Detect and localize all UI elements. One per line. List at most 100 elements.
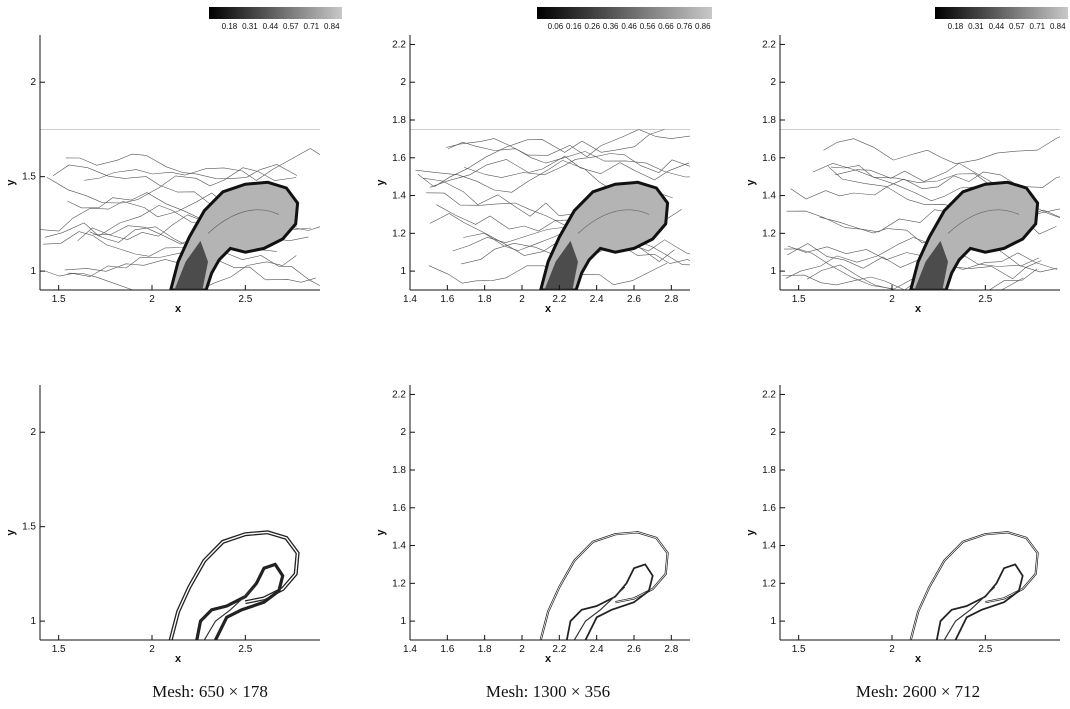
y-tick-label: 1.2: [392, 578, 406, 589]
x-tick-label: 2.5: [238, 294, 252, 305]
x-tick-label: 1.4: [403, 294, 417, 305]
colorbar-label: 0.57: [283, 22, 299, 31]
inner-contour-2: [943, 586, 996, 640]
colorbar-label: 0.76: [677, 22, 693, 31]
background-contour: [429, 155, 690, 188]
background-contour: [790, 171, 1014, 200]
plume-interior-contour: [207, 209, 280, 234]
x-axis-label: x: [915, 303, 922, 315]
background-contour: [835, 162, 1060, 218]
colorbar-label: 0.84: [324, 22, 340, 31]
colorbar-label: 0.31: [242, 22, 258, 31]
colorbar-label: 0.71: [1030, 22, 1046, 31]
colorbar-label: 0.44: [989, 22, 1005, 31]
colorbar-label: 0.57: [1009, 22, 1025, 31]
colorbar-label: 0.84: [1050, 22, 1066, 31]
y-tick-label: 2.2: [392, 39, 406, 50]
x-axis-label: x: [175, 653, 182, 665]
caption-col-3: Mesh: 2600 × 712: [855, 682, 981, 701]
y-tick-label: 1.8: [392, 465, 406, 476]
background-contour: [46, 167, 297, 204]
x-tick-label: 2: [519, 644, 525, 655]
background-contour: [830, 165, 1060, 202]
background-contour: [417, 129, 665, 188]
y-tick-label: 1: [400, 266, 406, 277]
x-tick-label: 2: [519, 294, 525, 305]
x-tick-label: 2.2: [552, 294, 566, 305]
x-tick-label: 1.5: [52, 294, 66, 305]
plot-area: [40, 129, 320, 290]
x-tick-label: 2.5: [238, 644, 252, 655]
x-tick-label: 1.5: [792, 294, 806, 305]
panel-top-right: 1.5 2 2.5 1 1.2 1.4 1.6 1.8 2 2.2 x y 0.18 0.31 0.44 0.…: [745, 7, 1068, 315]
y-axis-label: y: [375, 179, 387, 186]
x-axis-label: x: [545, 303, 552, 315]
colorbar-label: 0.06: [548, 22, 564, 31]
outer-contour-inner: [910, 531, 1038, 640]
y-axis-label: y: [745, 179, 757, 186]
y-tick-label: 1.6: [392, 153, 406, 164]
y-tick-label: 1.5: [22, 522, 36, 533]
panel-bottom-right: 1.5 2 2.5 1 1.2 1.4 1.6 1.8 2 2.2 x y: [745, 385, 1060, 665]
y-tick-label: 1.4: [762, 541, 776, 552]
colorbar-label: 0.16: [566, 22, 582, 31]
inner-contour: [565, 563, 654, 640]
x-tick-label: 2: [889, 644, 895, 655]
colorbar-label: 0.36: [603, 22, 619, 31]
x-tick-label: 2.6: [627, 294, 641, 305]
colorbar: [935, 7, 1068, 19]
colorbar: [537, 7, 712, 19]
y-axis-label: y: [5, 529, 17, 536]
y-tick-label: 2: [30, 77, 36, 88]
x-tick-label: 2.5: [978, 294, 992, 305]
plot-area: [539, 531, 669, 640]
plume-interior-contour: [947, 209, 1020, 234]
plume-interior-contour: [577, 209, 650, 234]
x-tick-label: 1.6: [440, 294, 454, 305]
outer-contour-inner: [170, 531, 299, 640]
x-tick-label: 2.8: [664, 644, 678, 655]
plume-core: [174, 240, 208, 290]
background-contour: [782, 274, 1024, 290]
x-axis-label: x: [545, 653, 552, 665]
colorbar-label: 0.46: [621, 22, 637, 31]
x-tick-label: 2.2: [552, 644, 566, 655]
background-contour: [65, 153, 298, 180]
plot-area: [909, 531, 1039, 640]
x-tick-label: 2: [149, 644, 155, 655]
inner-contour: [195, 562, 285, 640]
background-contour: [445, 129, 690, 158]
colorbar-label: 0.86: [695, 22, 711, 31]
x-tick-label: 2.8: [664, 294, 678, 305]
x-tick-label: 1.5: [52, 644, 66, 655]
panel-bottom-middle: 1.4 1.6 1.8 2 2.2 2.4 2.6 2.811.21.41.61.822.2x…: [375, 385, 690, 665]
background-contour: [428, 262, 668, 286]
y-tick-label: 1: [770, 616, 776, 627]
y-axis-label: y: [5, 179, 17, 186]
plume-core: [544, 240, 578, 290]
y-tick-label: 1: [400, 616, 406, 627]
x-tick-label: 2: [889, 294, 895, 305]
plot-area: [780, 129, 1060, 290]
y-tick-label: 1.5: [22, 172, 36, 183]
panel-bottom-left: 1.5 2 2.5 1 1.5 2 x y: [5, 385, 320, 665]
y-tick-label: 1: [30, 266, 36, 277]
x-tick-label: 2: [149, 294, 155, 305]
caption-col-1: Mesh: 650 × 178: [152, 682, 268, 701]
y-tick-label: 1.4: [392, 541, 406, 552]
colorbar-label: 0.18: [948, 22, 964, 31]
plot-area: [168, 530, 300, 640]
y-tick-label: 2.2: [762, 389, 776, 400]
x-tick-label: 1.5: [792, 644, 806, 655]
y-tick-label: 1.8: [762, 465, 776, 476]
background-contour: [67, 255, 297, 290]
background-contour: [84, 148, 320, 181]
colorbar-label: 0.71: [304, 22, 320, 31]
caption-col-2: Mesh: 1300 × 356: [485, 682, 611, 701]
y-axis-label: y: [745, 529, 757, 536]
x-tick-label: 1.6: [440, 644, 454, 655]
panel-top-middle: 1.4 1.6 1.8 2 2.2 2.4 2.6 2.811.21.41.61.822.2x…: [375, 7, 712, 315]
panel-top-left: 1.5 2 2.5 1 1.5 2 x y 0.18 0.31 0.44 0.57 0.71 0.84: [5, 7, 342, 315]
y-tick-label: 1.8: [762, 115, 776, 126]
